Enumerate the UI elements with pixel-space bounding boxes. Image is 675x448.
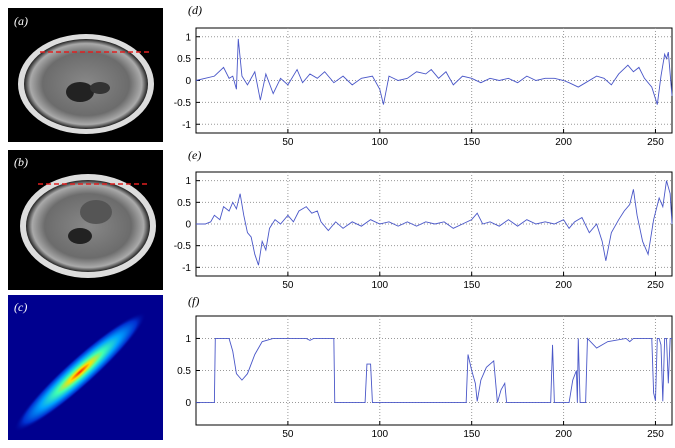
y-tick-label: -0.5 <box>174 241 192 252</box>
y-tick-label: 0.5 <box>177 54 191 65</box>
x-tick-label: 50 <box>282 137 294 148</box>
image-c <box>8 295 163 440</box>
y-tick-label: -1 <box>182 120 191 131</box>
x-tick-label: 50 <box>282 429 294 440</box>
x-tick-label: 250 <box>647 429 664 440</box>
x-tick-label: 200 <box>555 280 572 291</box>
y-tick-label: -0.5 <box>174 98 192 109</box>
y-tick-label: 1 <box>185 32 191 43</box>
x-tick-label: 150 <box>463 280 480 291</box>
x-tick-label: 50 <box>282 280 294 291</box>
data-line <box>195 38 673 105</box>
x-tick-label: 250 <box>647 137 664 148</box>
image-a <box>8 8 163 142</box>
chart-label: (f) <box>188 294 199 308</box>
y-tick-label: 0 <box>185 398 191 409</box>
x-tick-label: 200 <box>555 137 572 148</box>
y-tick-label: 0.5 <box>177 198 191 209</box>
x-tick-label: 100 <box>371 137 388 148</box>
x-tick-label: 150 <box>463 137 480 148</box>
chart-label: (d) <box>188 3 202 17</box>
panel-label: (a) <box>14 14 28 28</box>
y-tick-label: 1 <box>185 334 191 345</box>
image-b <box>8 150 163 290</box>
x-tick-label: 100 <box>371 280 388 291</box>
chart-label: (e) <box>188 148 201 162</box>
x-tick-label: 150 <box>463 429 480 440</box>
y-tick-label: 0 <box>185 220 191 231</box>
y-tick-label: 1 <box>185 176 191 187</box>
data-line <box>196 337 672 404</box>
x-tick-label: 200 <box>555 429 572 440</box>
y-tick-label: 0 <box>185 76 191 87</box>
panel-label: (b) <box>14 155 28 169</box>
x-tick-label: 100 <box>371 429 388 440</box>
y-tick-label: 0.5 <box>177 366 191 377</box>
y-tick-label: -1 <box>182 263 191 274</box>
x-tick-label: 250 <box>647 280 664 291</box>
panel-label: (c) <box>14 300 27 314</box>
data-line <box>196 180 673 266</box>
